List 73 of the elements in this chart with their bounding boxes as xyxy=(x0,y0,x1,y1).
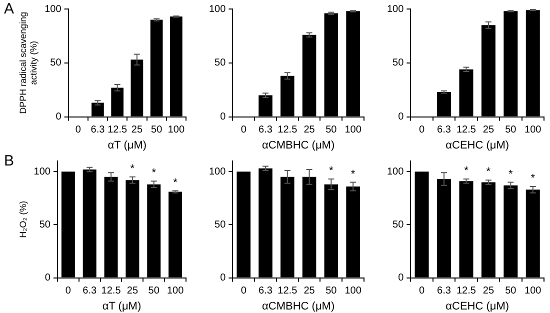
x-tick-label: 100 xyxy=(168,124,185,136)
x-tick-label: 25 xyxy=(126,286,138,297)
x-axis-title: αCEHC (μM) xyxy=(446,139,510,152)
annotation: * xyxy=(173,176,178,189)
annotation: * xyxy=(350,168,356,180)
x-tick-label: 50 xyxy=(148,286,160,297)
y-tick-label: 100 xyxy=(386,166,404,178)
annotation: * xyxy=(530,172,536,185)
x-tick-label: 0 xyxy=(240,124,247,136)
x-tick-label: 100 xyxy=(166,286,184,297)
y-tick-label: 0 xyxy=(220,112,226,123)
x-tick-label: 25 xyxy=(131,124,143,136)
y-tick-label: 100 xyxy=(208,4,226,15)
x-tick-label: 50 xyxy=(326,286,338,297)
x-tick-label: 6.3 xyxy=(90,124,106,136)
y-tick-label: 100 xyxy=(386,4,404,15)
y-tick-label: 100 xyxy=(34,166,51,178)
x-axis-title: αCEHC (μM) xyxy=(446,300,510,312)
y-tick-label: 0 xyxy=(398,272,404,284)
y-axis-title: DPPH radical scavenging activity (%) xyxy=(18,12,39,114)
text: A xyxy=(4,0,14,18)
y-tick-label: 50 xyxy=(392,219,404,230)
x-axis-title: αT (μM) xyxy=(102,300,142,312)
x-tick-label: 12.5 xyxy=(456,286,476,297)
x-tick-label: 100 xyxy=(344,286,362,297)
annotation: * xyxy=(508,168,514,180)
x-tick-label: 0 xyxy=(419,286,426,297)
x-axis-title: αCMBHC (μM) xyxy=(262,300,335,312)
x-tick-label: 12.5 xyxy=(108,124,128,136)
y-tick-label: 0 xyxy=(220,272,226,284)
text: B xyxy=(4,152,14,170)
x-tick-label: 12.5 xyxy=(278,286,298,297)
y-axis-title: H₂O₂ (%) xyxy=(18,200,28,238)
y-tick-label: 50 xyxy=(392,58,404,69)
annotation: * xyxy=(464,165,470,178)
y-tick-label: 50 xyxy=(50,58,62,69)
x-tick-label: 50 xyxy=(326,124,338,136)
x-tick-label: 25 xyxy=(304,124,316,136)
y-tick-label: 50 xyxy=(214,58,226,69)
x-tick-label: 12.5 xyxy=(456,124,476,136)
annotation: * xyxy=(130,162,136,175)
x-tick-label: 12.5 xyxy=(101,286,122,297)
x-tick-label: 6.3 xyxy=(258,124,273,136)
x-tick-label: 12.5 xyxy=(278,124,298,136)
y-tick-label: 50 xyxy=(214,219,226,230)
x-tick-label: 0 xyxy=(240,286,247,297)
x-tick-label: 100 xyxy=(524,286,542,297)
y-tick-label: 100 xyxy=(44,4,62,15)
y-tick-label: 0 xyxy=(56,112,62,123)
x-tick-label: 6.3 xyxy=(437,124,452,136)
x-tick-label: 100 xyxy=(344,124,362,136)
x-axis-title: αT (μM) xyxy=(108,139,147,152)
x-tick-label: 6.3 xyxy=(82,286,97,297)
x-tick-label: 50 xyxy=(151,124,163,136)
annotation: * xyxy=(486,166,492,178)
x-tick-label: 50 xyxy=(505,286,517,297)
x-tick-label: 6.3 xyxy=(437,286,452,297)
y-tick-label: 0 xyxy=(44,272,51,284)
x-tick-label: 6.3 xyxy=(258,286,273,297)
x-tick-label: 0 xyxy=(65,286,72,297)
x-tick-label: 0 xyxy=(419,124,426,136)
y-tick-label: 0 xyxy=(398,112,404,123)
x-tick-label: 25 xyxy=(304,286,316,297)
y-tick-label: 100 xyxy=(208,166,226,178)
annotation: * xyxy=(152,167,157,180)
x-tick-label: 100 xyxy=(524,124,542,136)
x-tick-label: 0 xyxy=(75,124,82,136)
x-tick-label: 25 xyxy=(482,124,494,136)
annotation: * xyxy=(329,165,334,178)
x-axis-title: αCMBHC (μM) xyxy=(262,139,335,152)
y-tick-label: 50 xyxy=(39,219,51,230)
x-tick-label: 50 xyxy=(505,124,517,136)
x-tick-label: 25 xyxy=(482,286,494,297)
